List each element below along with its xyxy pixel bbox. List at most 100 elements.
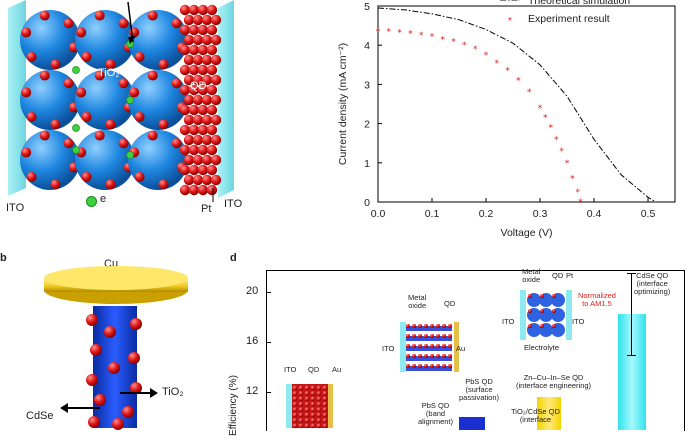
inset1-qd-dot [298, 385, 304, 391]
experiment-point: * [473, 45, 478, 55]
inset1-qd-dot [304, 407, 310, 412]
qd-particle [183, 114, 195, 126]
tio2-label: TiO₂ [98, 67, 120, 79]
inset1-qd-dot [304, 385, 310, 391]
qd-dot [21, 27, 32, 38]
inset2-qd-dot [424, 354, 428, 358]
experiment-point: * [538, 104, 543, 114]
inset2-qd-dot [418, 364, 422, 368]
inset1-ito: ITO [284, 365, 297, 374]
qd-particle [183, 34, 195, 46]
qd-particle [201, 174, 213, 186]
qd-particle [206, 124, 218, 136]
qd-particle [197, 4, 209, 16]
inset3-qd-dot [540, 294, 544, 298]
qd-particle [206, 184, 218, 196]
inset1-qd-dot [316, 401, 322, 407]
pt-label: Pt [201, 203, 212, 215]
qd-particle [197, 164, 209, 176]
legend-experiment-swatch: * [508, 16, 512, 27]
qd-particle [210, 94, 222, 106]
annotation-cdse-opt: CdSe QD (interface optimizing) [634, 271, 671, 296]
qd-dot [63, 18, 74, 29]
x-axis-label: Voltage (V) [501, 227, 553, 239]
inset1-qd-dot [310, 423, 316, 429]
inset2-qd-dot [406, 344, 410, 348]
electron-dot [72, 124, 80, 132]
plot-frame [377, 5, 676, 203]
inset1-qd-dot [298, 396, 304, 402]
experiment-point: * [505, 67, 510, 77]
ito-left-label: ITO [6, 202, 25, 214]
inset2-qd-dot [424, 324, 428, 328]
experiment-point: * [387, 27, 392, 37]
qd-particle [206, 24, 218, 36]
qd-dot [147, 70, 158, 81]
qd-particle [183, 74, 195, 86]
metal-oxide-layer [406, 366, 452, 371]
electron-dot [126, 96, 134, 104]
x-tick-label: 0.2 [479, 208, 494, 220]
panel-d-letter: d [230, 252, 237, 264]
inset1-qd-dot [298, 423, 304, 429]
inset1-qd-dot [292, 391, 298, 396]
inset1-qd-dot [304, 396, 310, 402]
experiment-point: * [462, 41, 467, 51]
experiment-point: * [484, 51, 489, 61]
qd-dot [39, 130, 50, 141]
qd-particle [201, 134, 213, 146]
inset2-qd-dot [412, 334, 416, 338]
cdse-bead [88, 416, 100, 428]
panel-d: d 20 16 12 Efficiency (%) PbS QD (band a… [228, 250, 685, 436]
inset1-qd-dot [322, 391, 328, 396]
inset1-qd-dot [322, 423, 328, 429]
experiment-point: * [549, 124, 554, 134]
experiment-point: * [397, 29, 402, 39]
inset2-qd-dot [436, 364, 440, 368]
qd-particle [192, 74, 204, 86]
qd-dot [171, 18, 182, 29]
qd-dot [105, 179, 116, 190]
qd-particle [210, 174, 222, 186]
inset2-qd-dot [442, 324, 446, 328]
annotation-zn-cu: Zn–Cu–In–Se QD (interface engineering) [516, 373, 592, 390]
qd-particle [183, 94, 195, 106]
qd-dot [63, 138, 74, 149]
nanowire-graphic [44, 266, 188, 430]
bar-cdse-opt [618, 314, 646, 430]
qd-particle [188, 164, 200, 176]
inset2-qd-dot [406, 354, 410, 358]
qd-dot [118, 78, 129, 89]
experiment-point: * [576, 188, 581, 198]
cdse-bead [94, 394, 106, 406]
inset3-qd-dot [528, 309, 532, 313]
qd-dot [171, 78, 182, 89]
qd-dot [26, 111, 37, 122]
experiment-point: * [495, 59, 500, 69]
qd-dot [118, 18, 129, 29]
inset1-qd-dot [292, 423, 298, 429]
inset3-ito-right: ITO [572, 317, 585, 326]
inset2-ito: ITO [382, 344, 395, 353]
inset1-qd: QD [308, 365, 320, 374]
inset2-qd-dot [430, 344, 434, 348]
qd-particle [192, 174, 204, 186]
inset2-qd-dot [430, 364, 434, 368]
qd-dot [94, 130, 105, 141]
qd-dot [158, 59, 169, 70]
inset1-qd-dot [316, 418, 322, 423]
inset3-electrolyte: Electrolyte [524, 343, 560, 352]
inset2-qd-dot [412, 324, 416, 328]
qd-dot [26, 51, 37, 62]
qd-particle [192, 134, 204, 146]
qd-particle [188, 184, 200, 196]
inset1-qd-dot [322, 418, 328, 423]
qd-dot [39, 10, 50, 21]
annotation-pbs-band: PbS QD (band alignment) [418, 401, 454, 426]
inset2-qd-dot [448, 364, 452, 368]
inset1-qd-dot [322, 396, 328, 402]
experiment-point: * [419, 31, 424, 41]
experiment-point: * [570, 174, 575, 184]
qd-particle [179, 64, 191, 76]
cdse-bead [130, 318, 142, 330]
